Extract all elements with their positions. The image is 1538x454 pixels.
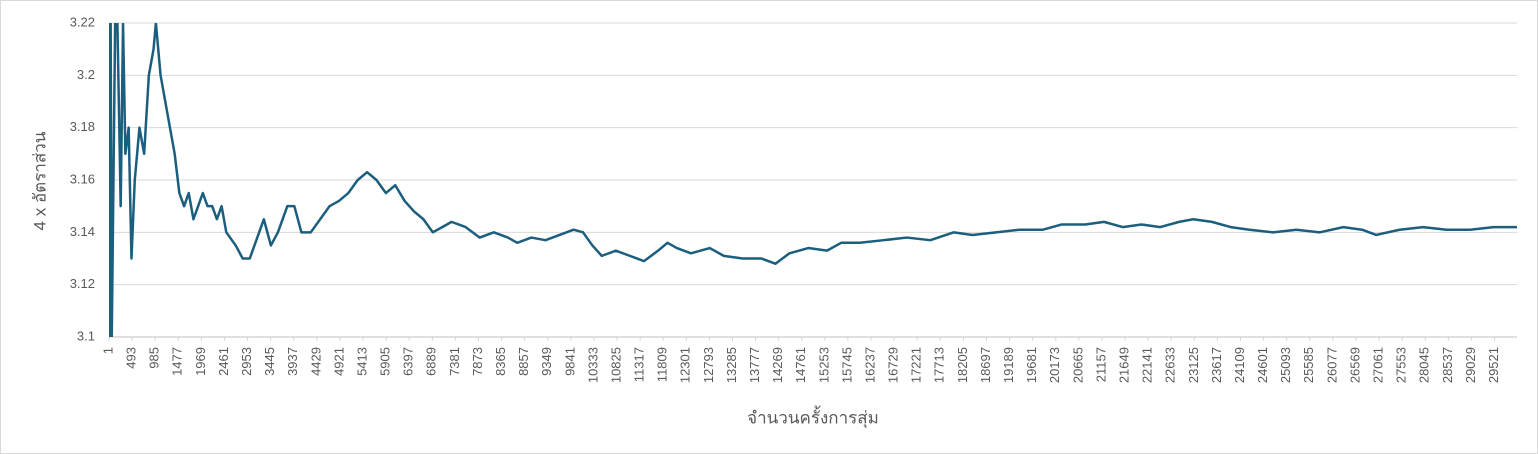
x-tick-label: 7381 xyxy=(447,347,462,376)
x-tick-label: 493 xyxy=(124,347,139,369)
x-tick-label: 6397 xyxy=(401,347,416,376)
x-tick-label: 12793 xyxy=(701,347,716,383)
x-tick-label: 12301 xyxy=(678,347,693,383)
x-tick-label: 27061 xyxy=(1370,347,1385,383)
x-tick-label: 27553 xyxy=(1394,347,1409,383)
x-tick-label: 9841 xyxy=(562,347,577,376)
x-tick-label: 19681 xyxy=(1024,347,1039,383)
x-tick-label: 10825 xyxy=(608,347,623,383)
x-tick-label: 4429 xyxy=(308,347,323,376)
x-tick-label: 24601 xyxy=(1255,347,1270,383)
x-tick-label: 20173 xyxy=(1047,347,1062,383)
y-tick-label: 3.18 xyxy=(70,119,95,134)
x-tick-label: 1 xyxy=(100,347,115,354)
x-tick-label: 23125 xyxy=(1186,347,1201,383)
y-tick-label: 3.12 xyxy=(70,276,95,291)
x-tick-label: 2461 xyxy=(216,347,231,376)
x-tick-label: 22141 xyxy=(1140,347,1155,383)
y-tick-label: 3.2 xyxy=(77,67,95,82)
y-tick-label: 3.1 xyxy=(77,328,95,343)
x-tick-label: 5413 xyxy=(354,347,369,376)
x-tick-label: 16729 xyxy=(886,347,901,383)
x-tick-label: 11317 xyxy=(632,347,647,382)
x-tick-label: 14269 xyxy=(770,347,785,383)
x-tick-label: 21157 xyxy=(1093,347,1108,382)
x-tick-label: 29029 xyxy=(1463,347,1478,383)
x-tick-label: 3445 xyxy=(262,347,277,376)
x-tick-label: 21649 xyxy=(1116,347,1131,383)
x-tick-label: 16237 xyxy=(862,347,877,383)
x-tick-label: 6889 xyxy=(424,347,439,376)
x-tick-label: 26077 xyxy=(1324,347,1339,383)
x-tick-label: 22633 xyxy=(1163,347,1178,383)
x-tick-label: 2953 xyxy=(239,347,254,376)
x-tick-label: 28045 xyxy=(1417,347,1432,383)
x-tick-label: 5905 xyxy=(378,347,393,376)
x-tick-label: 17221 xyxy=(909,347,924,383)
x-tick-label: 17713 xyxy=(932,347,947,383)
x-tick-label: 29521 xyxy=(1486,347,1501,383)
x-tick-label: 7873 xyxy=(470,347,485,376)
x-tick-label: 1477 xyxy=(170,347,185,376)
x-tick-label: 3937 xyxy=(285,347,300,376)
x-tick-label: 18205 xyxy=(955,347,970,383)
x-tick-label: 8365 xyxy=(493,347,508,376)
data-line xyxy=(109,23,1517,337)
x-tick-label: 26569 xyxy=(1347,347,1362,383)
y-tick-label: 3.22 xyxy=(70,14,95,29)
x-axis-title: จำนวนครั้งการสุ่ม xyxy=(747,405,879,428)
x-tick-label: 13777 xyxy=(747,347,762,383)
x-tick-label: 28537 xyxy=(1440,347,1455,383)
x-tick-label: 23617 xyxy=(1209,347,1224,383)
x-tick-label: 10333 xyxy=(585,347,600,383)
y-tick-label: 3.14 xyxy=(70,224,95,239)
y-tick-label: 3.16 xyxy=(70,171,95,186)
x-tick-label: 9349 xyxy=(539,347,554,376)
x-tick-label: 13285 xyxy=(724,347,739,383)
x-tick-label: 25585 xyxy=(1301,347,1316,383)
x-tick-label: 11809 xyxy=(655,347,670,382)
x-tick-label: 18697 xyxy=(978,347,993,383)
x-tick-label: 25093 xyxy=(1278,347,1293,383)
x-tick-label: 985 xyxy=(147,347,162,369)
x-tick-label: 14761 xyxy=(793,347,808,383)
x-tick-label: 19189 xyxy=(1001,347,1016,383)
x-tick-label: 4921 xyxy=(331,347,346,376)
y-axis-title: 4 x อัตราส่วน xyxy=(30,131,49,230)
x-tick-label: 15745 xyxy=(839,347,854,383)
x-tick-label: 1969 xyxy=(193,347,208,376)
x-tick-label: 8857 xyxy=(516,347,531,376)
x-tick-label: 24109 xyxy=(1232,347,1247,383)
x-tick-label: 15253 xyxy=(816,347,831,383)
x-tick-label: 20665 xyxy=(1070,347,1085,383)
